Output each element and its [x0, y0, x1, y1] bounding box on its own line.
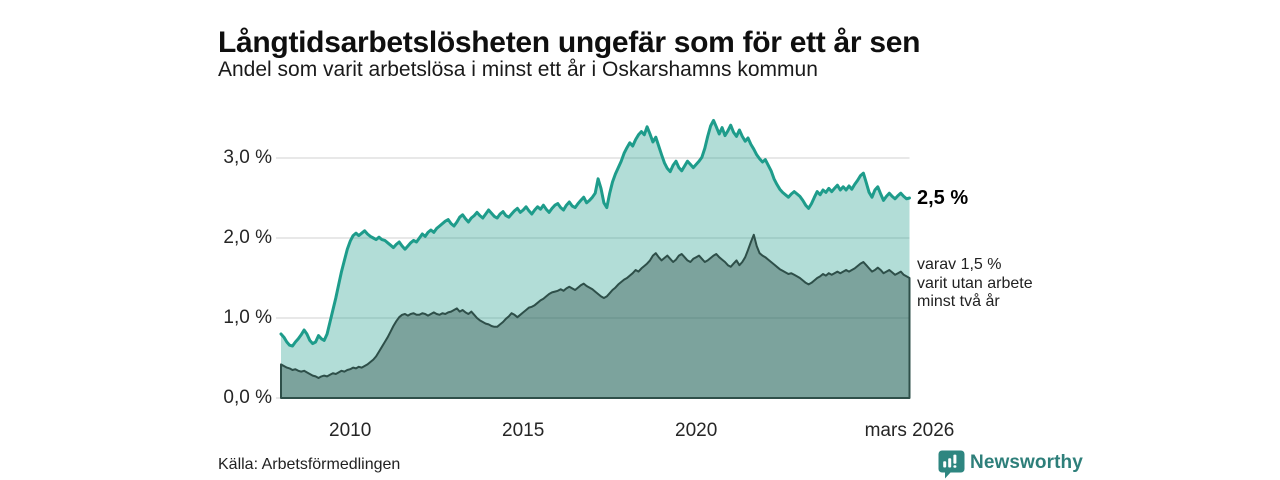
newsworthy-bubble-chart-icon — [938, 450, 965, 479]
page-title: Långtidsarbetslösheten ungefär som för e… — [218, 26, 921, 60]
outer-series-end-value-label: 2,5 % — [917, 187, 969, 209]
source-note: Källa: Arbetsförmedlingen — [218, 456, 401, 473]
page-subtitle: Andel som varit arbetslösa i minst ett å… — [218, 58, 818, 81]
outer-series-line — [279, 118, 911, 348]
inner-annotation-line-1: varav 1,5 % — [917, 256, 1002, 273]
inner-annotation-line-2: varit utan arbete — [917, 274, 1033, 292]
y-tick-label: 1,0 % — [223, 307, 272, 328]
x-tick-label: 2010 — [329, 420, 372, 441]
y-tick-label: 2,0 % — [223, 227, 272, 248]
inner-series-annotation: varav 1,5 % varit utan arbete minst två … — [917, 256, 1033, 312]
x-tick-label: 2015 — [502, 420, 545, 441]
x-tick-label: mars 2026 — [864, 420, 955, 441]
y-tick-label: 3,0 % — [223, 147, 272, 168]
inner-annotation-line-3: minst två år — [917, 293, 1000, 310]
y-tick-label: 0,0 % — [223, 387, 272, 408]
newsworthy-logo: Newsworthy — [938, 450, 1083, 479]
x-tick-label: 2020 — [675, 420, 718, 441]
newsworthy-logo-text: Newsworthy — [970, 452, 1083, 473]
inner-series-area — [280, 233, 911, 399]
outer-series-area — [281, 120, 910, 399]
